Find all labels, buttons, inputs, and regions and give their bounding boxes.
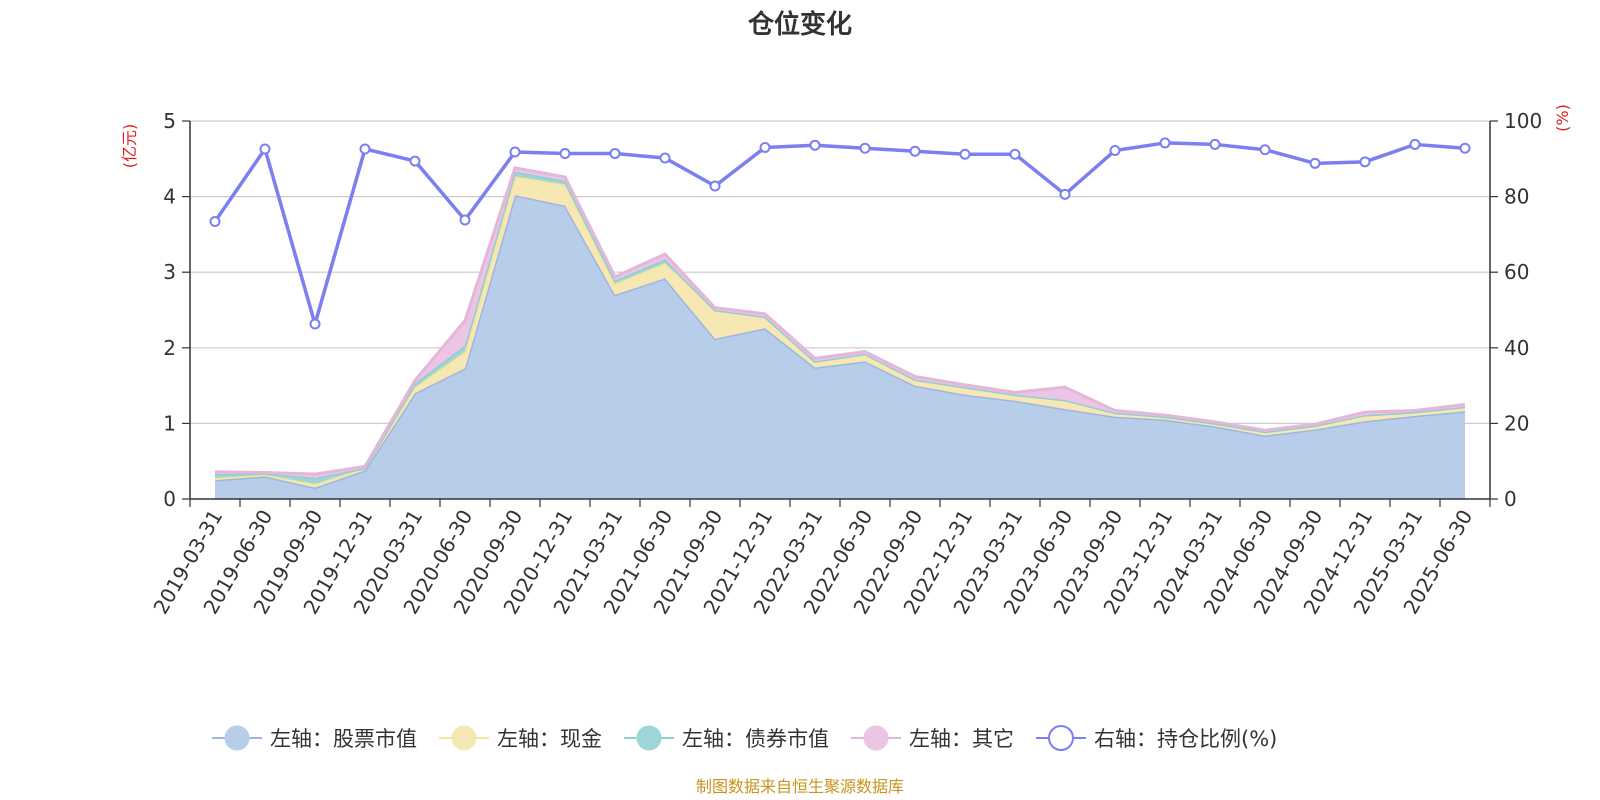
stacked-areas <box>214 166 1466 499</box>
right-axis-tick-label: 100 <box>1504 109 1542 133</box>
ratio-point <box>1409 138 1421 150</box>
ratio-point <box>909 145 921 157</box>
area-左轴：股票市值 <box>215 195 1465 499</box>
ratio-point <box>659 152 671 164</box>
right-axis-tick-label: 20 <box>1504 411 1529 435</box>
ratio-point <box>1009 148 1021 160</box>
chart-title: 仓位变化 <box>747 9 852 40</box>
left-axis-tick-label: 3 <box>163 260 176 284</box>
legend-item[interactable]: 左轴：股票市值 <box>212 725 417 751</box>
legend-label: 左轴：其它 <box>909 727 1014 751</box>
ratio-point <box>459 214 471 226</box>
ratio-point <box>1259 144 1271 156</box>
area-edge-左轴：股票市值 <box>214 193 1466 490</box>
ratio-point <box>809 139 821 151</box>
legend-circle-icon <box>1048 725 1074 751</box>
legend-circle-icon <box>636 725 662 751</box>
ratio-point <box>1359 156 1371 168</box>
left-axis-tick-label: 2 <box>163 336 176 360</box>
legend-circle-icon <box>224 725 250 751</box>
right-axis-tick-label: 0 <box>1504 487 1517 511</box>
legend-circle-icon <box>863 725 889 751</box>
right-axis-tick-label: 60 <box>1504 260 1529 284</box>
gridlines <box>190 120 1490 424</box>
legend[interactable]: 左轴：股票市值 左轴：现金 左轴：债券市值 左轴：其它 右轴：持仓比例(%) <box>212 725 1277 751</box>
right-axis-tick-label: 40 <box>1504 336 1529 360</box>
legend-label: 左轴：现金 <box>497 727 602 751</box>
ratio-point <box>559 148 571 160</box>
ratio-point <box>359 143 371 155</box>
ratio-point <box>1209 138 1221 150</box>
ratio-point <box>1109 144 1121 156</box>
legend-label: 左轴：股票市值 <box>270 727 417 751</box>
legend-item[interactable]: 左轴：现金 <box>439 725 602 751</box>
right-axis-unit: (%) <box>1553 104 1572 132</box>
ratio-point <box>1059 188 1071 200</box>
left-axis-tick-label: 0 <box>163 487 176 511</box>
left-axis-tick-label: 5 <box>163 109 176 133</box>
ratio-point <box>609 148 621 160</box>
ratio-point <box>1159 137 1171 149</box>
ratio-point <box>209 216 221 228</box>
ratio-point <box>1309 157 1321 169</box>
legend-item[interactable]: 左轴：其它 <box>851 725 1014 751</box>
ratio-point <box>1459 142 1471 154</box>
position-ratio-line <box>209 137 1471 330</box>
ratio-point <box>409 155 421 167</box>
legend-item[interactable]: 左轴：债券市值 <box>624 725 829 751</box>
ratio-point <box>859 142 871 154</box>
area-edge-左轴：其它 <box>214 166 1466 476</box>
ratio-line <box>213 141 1466 326</box>
ratio-point <box>509 146 521 158</box>
legend-circle-icon <box>451 725 477 751</box>
source-note: 制图数据来自恒生聚源数据库 <box>696 777 904 796</box>
legend-label: 右轴：持仓比例(%) <box>1094 727 1277 751</box>
ratio-point <box>759 141 771 153</box>
ratio-point <box>309 318 321 330</box>
ratio-point <box>959 148 971 160</box>
ratio-point <box>709 180 721 192</box>
left-axis-tick-label: 4 <box>163 185 176 209</box>
legend-item[interactable]: 右轴：持仓比例(%) <box>1036 725 1277 751</box>
left-axis-tick-label: 1 <box>163 411 176 435</box>
left-axis-unit: (亿元) <box>120 124 139 169</box>
ratio-point <box>259 143 271 155</box>
right-axis-tick-label: 80 <box>1504 185 1529 209</box>
legend-label: 左轴：债券市值 <box>682 727 829 751</box>
